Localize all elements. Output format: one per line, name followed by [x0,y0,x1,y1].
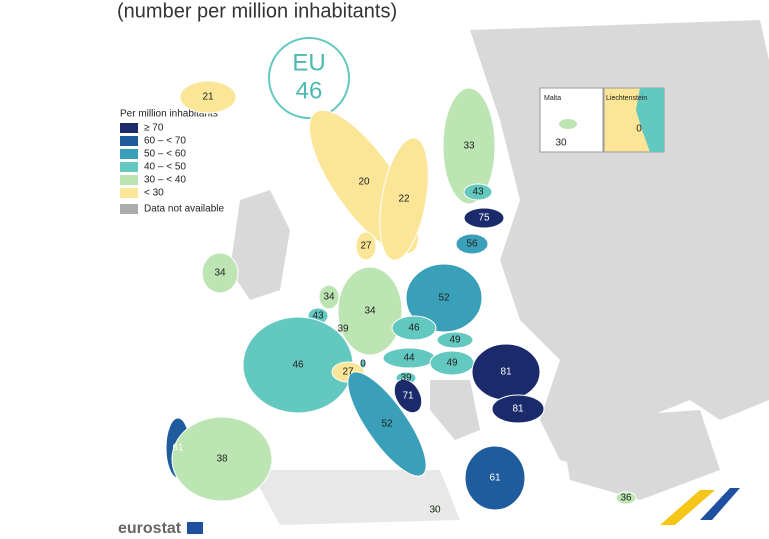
region-shape [393,378,423,414]
region-shape [171,416,273,502]
legend-swatch [120,123,138,133]
legend-label: < 30 [144,188,164,199]
logo: eurostat [118,520,182,537]
region-shape [463,183,493,201]
region-value: 33 [463,141,475,152]
region-value: 43 [472,187,484,198]
region-shape [347,371,427,477]
region-shape [463,207,505,229]
region-shape [455,233,489,255]
region-shape [379,137,429,261]
legend: Per million inhabitants ≥ 70 60 – < 70 50 … [120,109,224,215]
inset-value: 30 [555,138,567,149]
region-shape [318,284,340,310]
legend-title: Per million inhabitants [120,109,218,120]
region-value: 49 [446,358,458,369]
region-value: 0 [360,359,366,370]
regions: 21 20 22 33 43 75 56 27 34 34 43 39 34 52 46 46 49 44 49 27… [165,80,637,516]
region-value: 21 [202,92,214,103]
region-value: 75 [478,213,490,224]
region-value: 20 [358,177,370,188]
decor [660,490,715,525]
region-value: 56 [466,239,478,250]
region-value: 46 [408,323,420,334]
region-shape [464,445,526,511]
decor [700,488,740,520]
region-value: 52 [438,293,450,304]
legend-label: 40 – < 50 [144,162,186,173]
region-value: 38 [216,454,228,465]
region-value: 34 [323,292,335,303]
region-value: 27 [360,241,372,252]
region-value: 49 [449,335,461,346]
inset-shape [559,119,577,129]
legend-swatch [120,136,138,146]
region-value: 27 [342,367,354,378]
inset-value: 0 [636,124,642,135]
inset-shape [636,88,664,152]
legend-label: ≥ 70 [144,123,164,134]
region-shape [179,80,237,114]
region-value: 81 [512,404,524,415]
legend-swatch [120,204,138,214]
region-value: 61 [172,443,184,454]
region-value: 30 [429,505,441,516]
badge-label: EU [292,49,325,76]
region-value: 34 [214,268,226,279]
legend-label: 60 – < 70 [144,136,186,147]
region-value: 34 [364,306,376,317]
legend-swatch [120,149,138,159]
subtitle: (number per million inhabitants) [117,0,397,22]
region-value: 61 [489,473,501,484]
legend-label: 50 – < 60 [144,149,186,160]
region-value: 43 [312,311,324,322]
region-value: 52 [381,419,393,430]
logo-flag [187,522,203,534]
region-shape [615,491,637,505]
region-value: 81 [500,367,512,378]
region-value: 39 [400,373,412,384]
region-shape [355,231,377,261]
inset-liechtenstein: Liechtenstein 0 [603,87,665,153]
legend-swatch [120,188,138,198]
region-value: 36 [620,493,632,504]
legend-swatch [120,162,138,172]
badge-value: 46 [296,77,323,104]
region-shape [431,506,439,514]
region-shape [491,394,545,424]
region-value: 44 [403,353,415,364]
inset-title: Malta [544,95,561,102]
region-shape [391,315,437,341]
region-shape [359,359,367,369]
region-value: 71 [402,391,414,402]
region-shape [405,263,483,333]
region-shape [201,252,239,294]
region-value: 22 [398,194,410,205]
legend-label: 30 – < 40 [144,175,186,186]
region-shape [436,331,474,349]
inset-malta: Malta 30 [539,87,604,153]
region-shape [442,87,496,205]
legend-swatch [120,175,138,185]
legend-label: Data not available [144,204,224,215]
region-value: 46 [292,360,304,371]
inset-title: Liechtenstein [606,95,647,102]
region-value: 39 [337,324,349,335]
badge-circle [268,37,350,119]
region-shape [337,266,403,356]
